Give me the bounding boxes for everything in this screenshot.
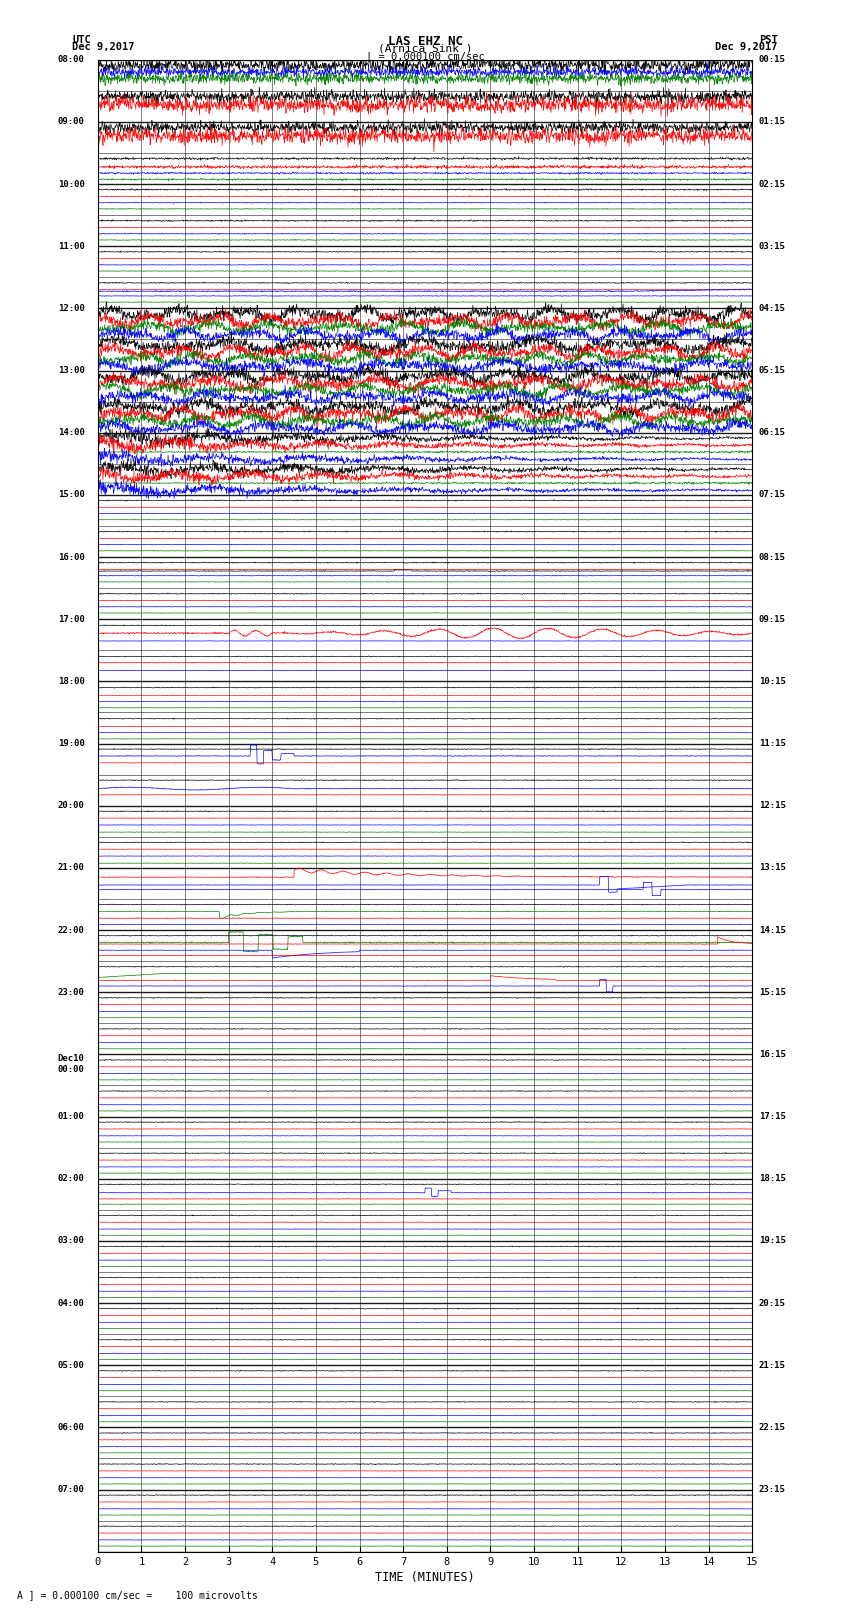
Text: 14:00: 14:00 xyxy=(58,427,85,437)
Text: 13:00: 13:00 xyxy=(58,366,85,374)
Text: 22:15: 22:15 xyxy=(759,1423,785,1432)
Text: 14:15: 14:15 xyxy=(759,926,785,934)
Text: 11:00: 11:00 xyxy=(58,242,85,250)
Text: 12:00: 12:00 xyxy=(58,303,85,313)
Text: Dec10
00:00: Dec10 00:00 xyxy=(58,1055,85,1074)
Text: 08:00: 08:00 xyxy=(58,55,85,65)
Text: Dec 9,2017: Dec 9,2017 xyxy=(72,42,135,52)
Text: 07:15: 07:15 xyxy=(759,490,785,500)
Text: 17:00: 17:00 xyxy=(58,615,85,624)
Text: 06:15: 06:15 xyxy=(759,427,785,437)
Text: 02:15: 02:15 xyxy=(759,179,785,189)
Text: LAS EHZ NC: LAS EHZ NC xyxy=(388,35,462,48)
Text: 06:00: 06:00 xyxy=(58,1423,85,1432)
Text: PST: PST xyxy=(759,35,778,45)
Text: 00:15: 00:15 xyxy=(759,55,785,65)
Text: 19:15: 19:15 xyxy=(759,1237,785,1245)
Text: 03:00: 03:00 xyxy=(58,1237,85,1245)
Text: 02:00: 02:00 xyxy=(58,1174,85,1184)
Text: 04:15: 04:15 xyxy=(759,303,785,313)
Text: 16:15: 16:15 xyxy=(759,1050,785,1058)
Text: 12:15: 12:15 xyxy=(759,802,785,810)
Text: 15:00: 15:00 xyxy=(58,490,85,500)
Text: 08:15: 08:15 xyxy=(759,553,785,561)
Text: 20:00: 20:00 xyxy=(58,802,85,810)
Text: 13:15: 13:15 xyxy=(759,863,785,873)
Text: 10:15: 10:15 xyxy=(759,677,785,686)
Text: A ] = 0.000100 cm/sec =    100 microvolts: A ] = 0.000100 cm/sec = 100 microvolts xyxy=(17,1590,258,1600)
Text: 20:15: 20:15 xyxy=(759,1298,785,1308)
Text: 09:15: 09:15 xyxy=(759,615,785,624)
Text: (Arnica Sink ): (Arnica Sink ) xyxy=(377,44,473,53)
Text: Dec 9,2017: Dec 9,2017 xyxy=(715,42,778,52)
X-axis label: TIME (MINUTES): TIME (MINUTES) xyxy=(375,1571,475,1584)
Text: 04:00: 04:00 xyxy=(58,1298,85,1308)
Text: 07:00: 07:00 xyxy=(58,1486,85,1494)
Text: 18:00: 18:00 xyxy=(58,677,85,686)
Text: 09:00: 09:00 xyxy=(58,118,85,126)
Text: 01:00: 01:00 xyxy=(58,1111,85,1121)
Text: 10:00: 10:00 xyxy=(58,179,85,189)
Text: 21:00: 21:00 xyxy=(58,863,85,873)
Text: UTC: UTC xyxy=(72,35,91,45)
Text: 15:15: 15:15 xyxy=(759,987,785,997)
Text: 21:15: 21:15 xyxy=(759,1361,785,1369)
Text: 18:15: 18:15 xyxy=(759,1174,785,1184)
Text: 01:15: 01:15 xyxy=(759,118,785,126)
Text: | = 0.000100 cm/sec: | = 0.000100 cm/sec xyxy=(366,52,484,63)
Text: 05:15: 05:15 xyxy=(759,366,785,374)
Text: 23:15: 23:15 xyxy=(759,1486,785,1494)
Text: 23:00: 23:00 xyxy=(58,987,85,997)
Text: 11:15: 11:15 xyxy=(759,739,785,748)
Text: 22:00: 22:00 xyxy=(58,926,85,934)
Text: 03:15: 03:15 xyxy=(759,242,785,250)
Text: 19:00: 19:00 xyxy=(58,739,85,748)
Text: 17:15: 17:15 xyxy=(759,1111,785,1121)
Text: 05:00: 05:00 xyxy=(58,1361,85,1369)
Text: 16:00: 16:00 xyxy=(58,553,85,561)
